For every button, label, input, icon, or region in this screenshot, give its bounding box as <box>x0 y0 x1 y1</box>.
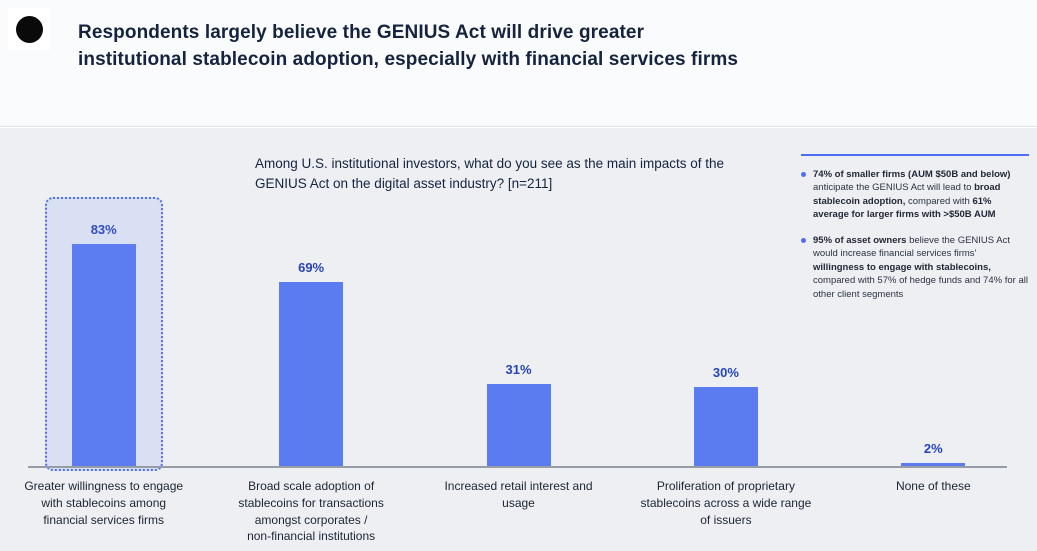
callout-panel: 74% of smaller firms (AUM $50B and below… <box>801 154 1029 313</box>
callout-item: 74% of smaller firms (AUM $50B and below… <box>801 168 1029 222</box>
slide-title: Respondents largely believe the GENIUS A… <box>78 22 739 70</box>
bar-value-label: 2% <box>923 440 943 456</box>
bullet-icon <box>801 172 806 177</box>
bar <box>279 281 344 468</box>
bar-chart-plot: 83% 69% 31% 30% 2% <box>0 190 1037 471</box>
bar-value-label: 30% <box>712 365 739 380</box>
plot-columns: 83% 69% 31% 30% 2% <box>0 190 1037 471</box>
bar-value-label: 83% <box>90 221 117 237</box>
bar-column: 83% <box>0 190 207 471</box>
callout-text: 95% of asset owners believe the GENIUS A… <box>813 234 1028 300</box>
bar-value-label: 31% <box>505 362 532 378</box>
category-label: None of these <box>895 479 971 493</box>
highlight-box <box>44 196 163 471</box>
callout-text: 74% of smaller firms (AUM $50B and below… <box>813 169 1011 221</box>
bar <box>71 243 136 468</box>
category-label: Proliferation of proprietary stablecoins… <box>640 479 812 527</box>
bar <box>693 387 758 468</box>
callout-item: 95% of asset owners believe the GENIUS A… <box>801 234 1029 301</box>
bar-column: 31% <box>415 190 622 468</box>
slide-header: Respondents largely believe the GENIUS A… <box>0 0 1037 127</box>
chart-question: Among U.S. institutional investors, what… <box>255 156 724 191</box>
category-label: Greater willingness to engage with stabl… <box>24 479 184 527</box>
bar-column: 30% <box>622 190 829 468</box>
bar <box>486 384 551 468</box>
bullet-icon <box>801 237 806 243</box>
category-label: Increased retail interest and usage <box>444 479 593 510</box>
x-axis-line <box>28 466 1007 468</box>
bar-value-label: 69% <box>298 259 325 275</box>
bar-column: 2% <box>830 190 1037 468</box>
category-label: Broad scale adoption of stablecoins for … <box>238 479 384 544</box>
black-circle-logo-icon <box>15 15 43 43</box>
chart-section: Among U.S. institutional investors, what… <box>0 128 1037 551</box>
category-labels: Greater willingness to engage with stabl… <box>0 478 1037 545</box>
bar-column: 69% <box>207 190 414 468</box>
logo <box>8 8 50 50</box>
bar <box>901 462 966 468</box>
